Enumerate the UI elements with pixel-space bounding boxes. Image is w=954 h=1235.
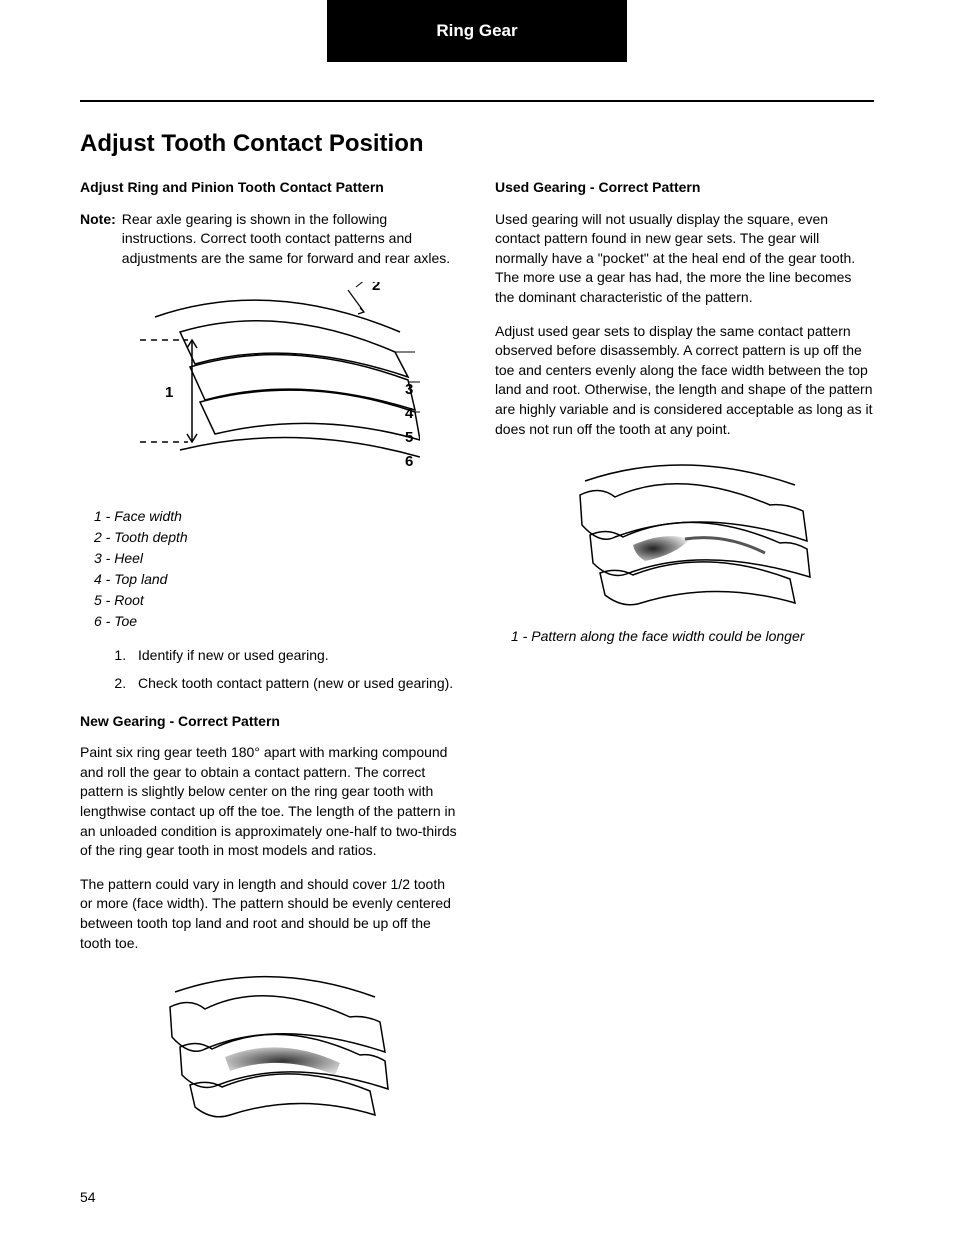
procedure-steps: Identify if new or used gearing. Check t… <box>130 646 459 693</box>
page-content: Adjust Tooth Contact Position Adjust Rin… <box>80 130 874 1141</box>
right-column: Used Gearing - Correct Pattern Used gear… <box>495 178 874 1141</box>
legend-item-4: 4 - Top land <box>94 569 459 590</box>
two-column-layout: Adjust Ring and Pinion Tooth Contact Pat… <box>80 178 874 1141</box>
section-title: Ring Gear <box>436 21 517 41</box>
legend-item-2: 2 - Tooth depth <box>94 527 459 548</box>
new-gearing-p2: The pattern could vary in length and sho… <box>80 875 459 953</box>
fig1-label-5: 5 <box>405 429 413 446</box>
new-gearing-p1: Paint six ring gear teeth 180° apart wit… <box>80 743 459 861</box>
used-gearing-p2: Adjust used gear sets to display the sam… <box>495 322 874 440</box>
figure1-legend: 1 - Face width 2 - Tooth depth 3 - Heel … <box>94 506 459 632</box>
legend-item-1: 1 - Face width <box>94 506 459 527</box>
used-gearing-diagram <box>555 453 815 613</box>
fig1-label-2: 2 <box>372 282 380 294</box>
subheading-used-gearing: Used Gearing - Correct Pattern <box>495 178 874 198</box>
left-column: Adjust Ring and Pinion Tooth Contact Pat… <box>80 178 459 1141</box>
new-gearing-diagram <box>150 967 390 1127</box>
legend-item-3: 3 - Heel <box>94 548 459 569</box>
step-2: Check tooth contact pattern (new or used… <box>130 674 459 694</box>
fig1-label-3: 3 <box>405 381 413 398</box>
figure3-caption: 1 - Pattern along the face width could b… <box>511 627 874 647</box>
gear-tooth-diagram: 2 1 3 4 5 6 <box>120 282 420 492</box>
page-title: Adjust Tooth Contact Position <box>80 130 874 158</box>
fig1-label-4: 4 <box>405 405 414 422</box>
step-1: Identify if new or used gearing. <box>130 646 459 666</box>
note-text: Rear axle gearing is shown in the follow… <box>122 210 459 269</box>
page-number: 54 <box>80 1189 96 1205</box>
horizontal-rule <box>80 100 874 102</box>
used-gearing-p1: Used gearing will not usually display th… <box>495 210 874 308</box>
section-header: Ring Gear <box>327 0 627 62</box>
fig1-label-6: 6 <box>405 453 413 470</box>
subheading-new-gearing: New Gearing - Correct Pattern <box>80 712 459 732</box>
subheading-adjust-pattern: Adjust Ring and Pinion Tooth Contact Pat… <box>80 178 459 198</box>
note-label: Note: <box>80 210 116 269</box>
legend-item-5: 5 - Root <box>94 590 459 611</box>
fig1-label-1: 1 <box>165 384 173 401</box>
note-block: Note: Rear axle gearing is shown in the … <box>80 210 459 269</box>
legend-item-6: 6 - Toe <box>94 611 459 632</box>
